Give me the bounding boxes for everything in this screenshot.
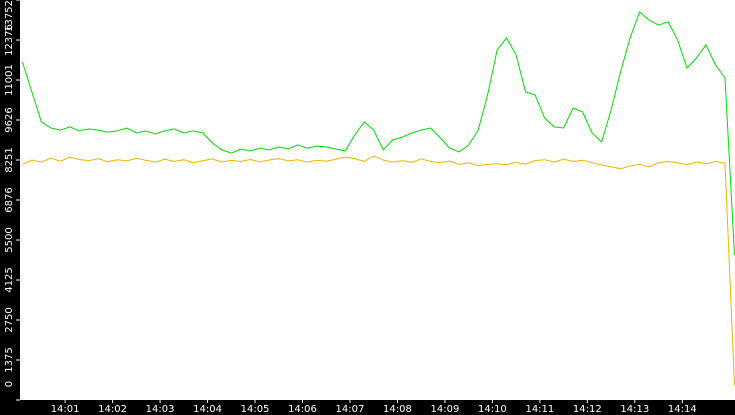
y-tick-label: 2750 — [4, 307, 15, 332]
x-tick-label: 14:07 — [336, 404, 365, 415]
y-tick-label: 13752 — [4, 0, 15, 32]
x-tick-label: 14:11 — [525, 404, 554, 415]
x-tick-label: 14:08 — [383, 404, 412, 415]
x-tick-label: 14:04 — [193, 404, 222, 415]
x-tick-label: 14:01 — [51, 404, 80, 415]
series-line — [22, 155, 735, 386]
x-tick-label: 14:06 — [288, 404, 317, 415]
y-tick-label: 8251 — [4, 147, 15, 172]
x-tick-label: 14:10 — [478, 404, 507, 415]
y-tick-label: 0 — [4, 381, 15, 387]
y-tick-label: 12376 — [4, 24, 15, 56]
y-tick-label: 1375 — [4, 347, 15, 372]
y-tick-label: 11001 — [4, 64, 15, 96]
plot-area — [20, 0, 735, 400]
x-tick-label: 14:09 — [431, 404, 460, 415]
y-tick-label: 6876 — [4, 187, 15, 212]
y-tick-label: 4125 — [4, 267, 15, 292]
y-tick-label: 9626 — [4, 107, 15, 132]
series-line — [21, 11, 735, 255]
x-tick-label: 14:03 — [146, 404, 175, 415]
x-tick-label: 14:13 — [620, 404, 649, 415]
y-tick-label: 5500 — [4, 227, 15, 252]
x-tick-label: 14:14 — [668, 404, 697, 415]
x-tick-label: 14:02 — [98, 404, 127, 415]
x-tick-label: 14:05 — [241, 404, 270, 415]
x-tick-label: 14:12 — [573, 404, 602, 415]
